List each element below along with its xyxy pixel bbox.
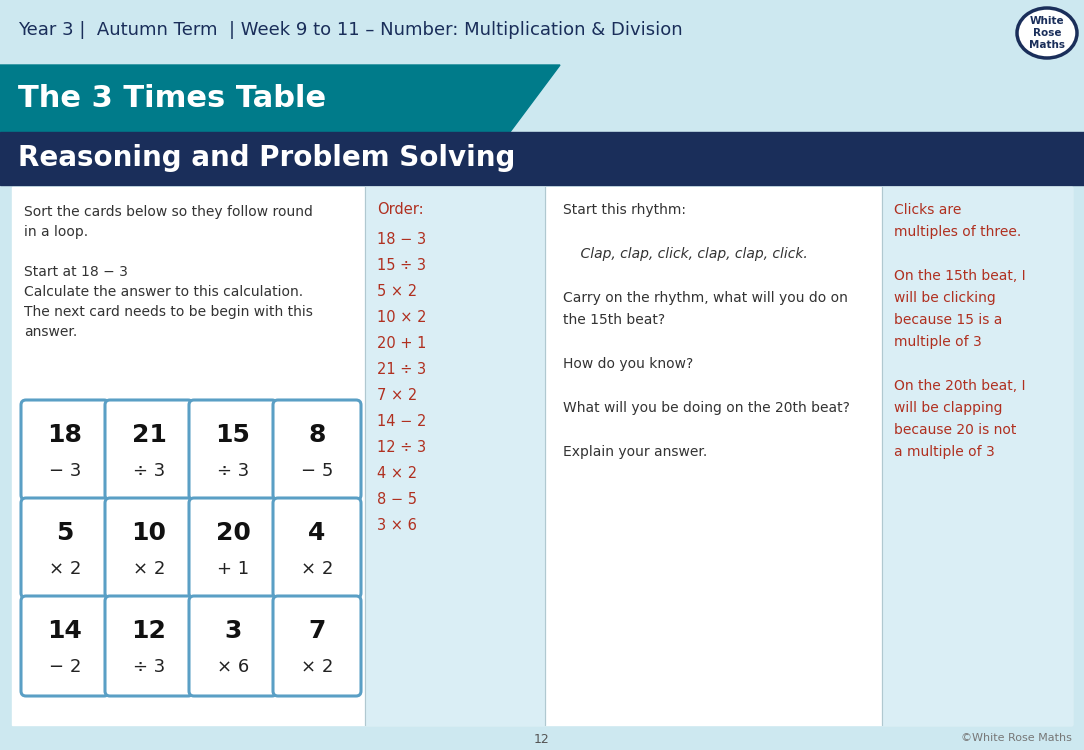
FancyBboxPatch shape: [273, 400, 361, 500]
FancyBboxPatch shape: [189, 498, 278, 598]
Text: 12: 12: [534, 733, 550, 746]
FancyBboxPatch shape: [105, 498, 193, 598]
Text: 15: 15: [216, 423, 250, 447]
Text: Calculate the answer to this calculation.: Calculate the answer to this calculation…: [24, 285, 304, 299]
Text: 18 − 3: 18 − 3: [377, 232, 426, 247]
Text: × 2: × 2: [133, 560, 165, 578]
Text: 4: 4: [308, 520, 325, 544]
Text: 14: 14: [48, 619, 82, 643]
Text: 3 × 6: 3 × 6: [377, 518, 417, 533]
Text: × 6: × 6: [217, 658, 249, 676]
Text: 7: 7: [308, 619, 325, 643]
Bar: [882, 187, 1072, 725]
Text: Order:: Order:: [377, 202, 424, 217]
Text: because 15 is a: because 15 is a: [894, 313, 1003, 327]
Text: ÷ 3: ÷ 3: [217, 462, 249, 480]
Text: Explain your answer.: Explain your answer.: [563, 445, 707, 459]
Text: Start this rhythm:: Start this rhythm:: [563, 203, 686, 217]
Text: − 5: − 5: [301, 462, 333, 480]
FancyBboxPatch shape: [21, 400, 109, 500]
Text: 14 − 2: 14 − 2: [377, 414, 426, 429]
Text: × 2: × 2: [49, 560, 81, 578]
FancyBboxPatch shape: [105, 400, 193, 500]
FancyBboxPatch shape: [273, 596, 361, 696]
Bar: [0, 0, 1084, 60]
Text: 21 ÷ 3: 21 ÷ 3: [377, 362, 426, 377]
Text: + 1: + 1: [217, 560, 249, 578]
Text: a multiple of 3: a multiple of 3: [894, 445, 995, 459]
FancyBboxPatch shape: [189, 596, 278, 696]
Text: 21: 21: [131, 423, 167, 447]
Text: − 2: − 2: [49, 658, 81, 676]
Text: The 3 Times Table: The 3 Times Table: [18, 84, 326, 113]
Text: 10 × 2: 10 × 2: [377, 310, 426, 325]
Text: × 2: × 2: [301, 560, 333, 578]
Text: Start at 18 − 3: Start at 18 − 3: [24, 265, 128, 279]
Text: will be clicking: will be clicking: [894, 291, 996, 305]
Text: 8 − 5: 8 − 5: [377, 492, 417, 507]
Text: White
Rose
Maths: White Rose Maths: [1029, 16, 1064, 50]
Text: What will you be doing on the 20th beat?: What will you be doing on the 20th beat?: [563, 401, 850, 415]
Text: × 2: × 2: [301, 658, 333, 676]
Text: ÷ 3: ÷ 3: [133, 462, 165, 480]
Text: 10: 10: [131, 520, 167, 544]
Text: On the 15th beat, I: On the 15th beat, I: [894, 269, 1025, 283]
Text: Clap, clap, click, clap, clap, click.: Clap, clap, click, clap, clap, click.: [563, 247, 808, 261]
Text: 20 + 1: 20 + 1: [377, 336, 426, 351]
FancyBboxPatch shape: [21, 596, 109, 696]
Text: The next card needs to be begin with this: The next card needs to be begin with thi…: [24, 305, 313, 319]
Text: − 3: − 3: [49, 462, 81, 480]
Text: because 20 is not: because 20 is not: [894, 423, 1017, 437]
Text: Reasoning and Problem Solving: Reasoning and Problem Solving: [18, 145, 515, 172]
Text: 5: 5: [56, 520, 74, 544]
Text: in a loop.: in a loop.: [24, 225, 88, 239]
FancyBboxPatch shape: [273, 498, 361, 598]
Bar: [12, 187, 1072, 725]
Polygon shape: [0, 65, 560, 132]
Text: 4 × 2: 4 × 2: [377, 466, 417, 481]
Text: 3: 3: [224, 619, 242, 643]
Text: 7 × 2: 7 × 2: [377, 388, 417, 403]
Text: How do you know?: How do you know?: [563, 357, 694, 371]
FancyBboxPatch shape: [189, 400, 278, 500]
Text: the 15th beat?: the 15th beat?: [563, 313, 666, 327]
Text: multiples of three.: multiples of three.: [894, 225, 1021, 239]
Text: will be clapping: will be clapping: [894, 401, 1003, 415]
Text: ÷ 3: ÷ 3: [133, 658, 165, 676]
Text: 12: 12: [131, 619, 167, 643]
Text: Carry on the rhythm, what will you do on: Carry on the rhythm, what will you do on: [563, 291, 848, 305]
Text: Year 3 |  Autumn Term  | Week 9 to 11 – Number: Multiplication & Division: Year 3 | Autumn Term | Week 9 to 11 – Nu…: [18, 21, 683, 39]
Text: 15 ÷ 3: 15 ÷ 3: [377, 258, 426, 273]
Text: 12 ÷ 3: 12 ÷ 3: [377, 440, 426, 455]
Text: 5 × 2: 5 × 2: [377, 284, 417, 299]
Bar: [365, 187, 545, 725]
Text: multiple of 3: multiple of 3: [894, 335, 982, 349]
FancyBboxPatch shape: [105, 596, 193, 696]
FancyBboxPatch shape: [21, 498, 109, 598]
Text: 18: 18: [48, 423, 82, 447]
Text: ©White Rose Maths: ©White Rose Maths: [962, 733, 1072, 743]
Text: Sort the cards below so they follow round: Sort the cards below so they follow roun…: [24, 205, 313, 219]
Text: 8: 8: [308, 423, 325, 447]
Text: On the 20th beat, I: On the 20th beat, I: [894, 379, 1025, 393]
Text: answer.: answer.: [24, 325, 77, 339]
Text: 20: 20: [216, 520, 250, 544]
Bar: [0, 132, 1084, 185]
Text: Clicks are: Clicks are: [894, 203, 962, 217]
Ellipse shape: [1017, 8, 1077, 58]
